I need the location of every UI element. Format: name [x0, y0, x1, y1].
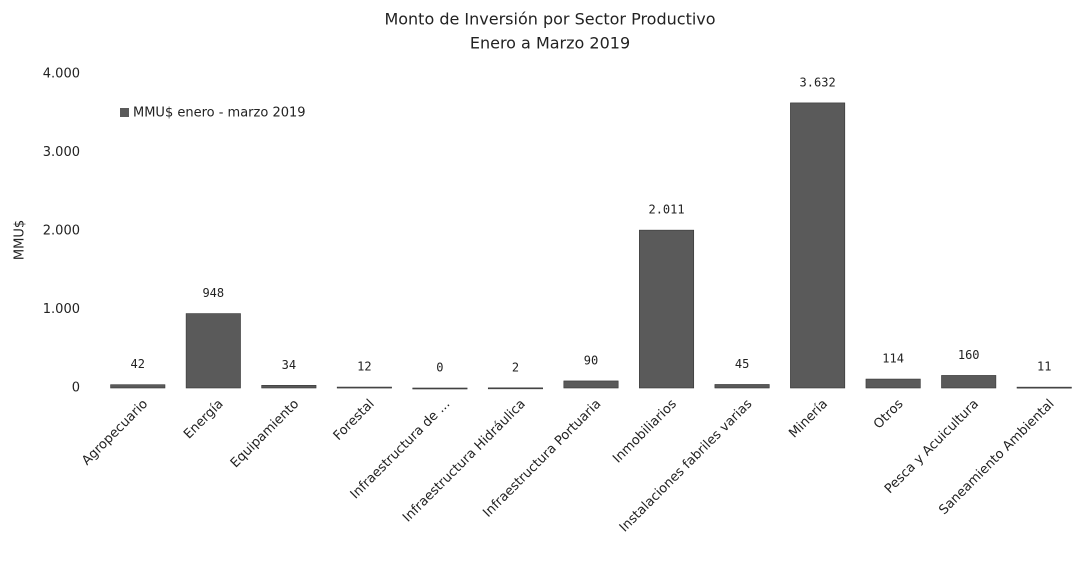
x-tick-label: Otros	[871, 397, 907, 433]
chart-subtitle: Enero a Marzo 2019	[470, 34, 630, 53]
data-label: 12	[357, 360, 371, 374]
data-label: 114	[882, 352, 904, 366]
data-label: 11	[1037, 360, 1051, 374]
bar	[563, 380, 619, 389]
y-tick-label: 3.000	[43, 145, 80, 160]
y-axis-label: MMU$	[13, 220, 28, 260]
bar	[110, 384, 166, 389]
x-tick-label: Infraestructura Hidráulica	[400, 397, 529, 526]
x-tick-label: Instalaciones fabriles varias	[617, 397, 756, 536]
bar	[1016, 386, 1072, 389]
bar	[865, 378, 921, 389]
bar	[487, 387, 543, 390]
chart-title: Monto de Inversión por Sector Productivo	[384, 10, 715, 29]
data-label: 0	[436, 361, 443, 375]
data-label: 2.011	[648, 203, 684, 217]
legend-label: MMU$ enero - marzo 2019	[133, 106, 306, 121]
x-tick-label: Energía	[181, 397, 227, 443]
bar	[941, 375, 997, 389]
data-label: 34	[282, 358, 296, 372]
y-tick-label: 4.000	[43, 67, 80, 82]
y-tick-label: 0	[72, 381, 80, 396]
bar	[639, 229, 695, 389]
data-label: 160	[958, 348, 980, 362]
bar	[790, 102, 846, 389]
x-tick-label: Equipamiento	[228, 397, 302, 471]
x-tick-label: Minería	[786, 397, 831, 442]
data-label: 45	[735, 357, 749, 371]
data-label: 90	[584, 353, 598, 367]
bar	[336, 386, 392, 389]
bar	[261, 385, 317, 389]
bar	[185, 313, 241, 389]
x-tick-label: Inmobiliarios	[610, 397, 680, 467]
bar	[714, 384, 770, 389]
legend-swatch	[120, 108, 129, 117]
x-tick-label: Forestal	[331, 397, 378, 444]
bar	[412, 387, 468, 390]
data-label: 3.632	[800, 75, 836, 89]
data-label: 42	[131, 357, 145, 371]
y-tick-label: 1.000	[43, 302, 80, 317]
data-label: 948	[202, 286, 224, 300]
x-tick-label: Agropecuario	[79, 397, 151, 469]
y-tick-label: 2.000	[43, 224, 80, 239]
data-label: 2	[512, 360, 519, 374]
